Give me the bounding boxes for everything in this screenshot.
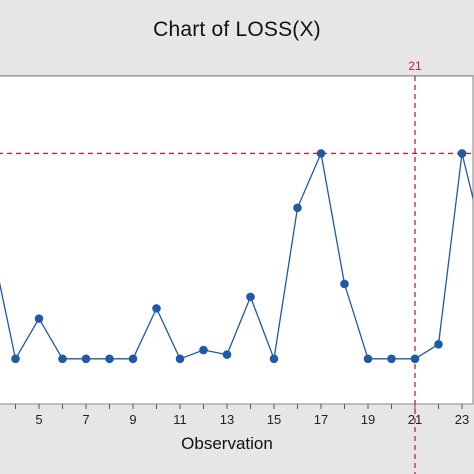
x-tick-label-19: 19 [361, 412, 375, 427]
vertical-marker-label: 21 [408, 59, 422, 73]
data-point-7 [81, 354, 91, 364]
data-point-16 [293, 203, 302, 213]
x-tick-label-5: 5 [35, 412, 42, 427]
data-point-18 [340, 279, 349, 289]
chart-title: Chart of LOSS(X) [153, 18, 321, 41]
data-point-4 [11, 354, 20, 364]
data-point-20 [387, 354, 396, 364]
data-point-9 [128, 354, 138, 364]
x-tick-label-15: 15 [267, 412, 281, 427]
x-tick-label-21: 21 [408, 412, 422, 427]
data-point-17 [316, 149, 326, 158]
data-point-19 [363, 354, 373, 364]
data-point-23 [457, 149, 467, 158]
x-tick-label-23: 23 [455, 412, 469, 427]
data-point-22 [434, 340, 443, 349]
title-band: Chart of LOSS(X) [0, 0, 474, 76]
series-line-0 [0, 151, 473, 362]
data-point-12 [199, 345, 208, 355]
x-tick-label-17: 17 [314, 412, 328, 427]
x-tick-label-13: 13 [220, 412, 234, 427]
x-tick-label-9: 9 [129, 412, 136, 427]
data-point-13 [222, 350, 232, 359]
plot-area [0, 75, 474, 405]
x-tick-label-11: 11 [173, 412, 187, 427]
x-axis-label: Observation [181, 434, 273, 453]
data-point-8 [105, 354, 114, 364]
data-point-10 [152, 304, 161, 313]
data-point-14 [246, 292, 255, 302]
data-point-6 [58, 354, 67, 364]
x-tick-label-7: 7 [82, 412, 89, 427]
data-point-11 [175, 354, 185, 364]
data-point-21 [410, 354, 420, 364]
data-point-15 [269, 354, 279, 364]
data-point-5 [34, 314, 44, 323]
